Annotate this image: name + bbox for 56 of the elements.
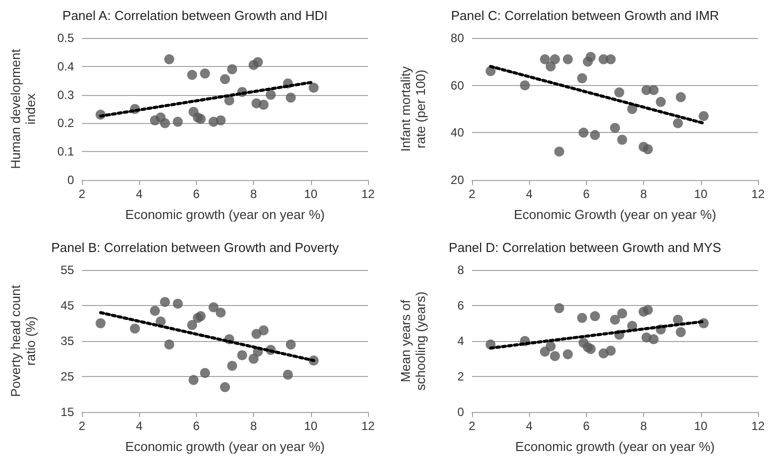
y-tick-label: 8 — [457, 263, 464, 277]
x-tick-label: 10 — [304, 187, 318, 201]
y-tick-label: 20 — [450, 173, 464, 187]
x-tick-label: 10 — [694, 419, 708, 433]
x-tick-label: 8 — [640, 419, 648, 433]
x-tick-label: 8 — [250, 187, 258, 201]
x-tick-label: 2 — [78, 187, 86, 201]
y-tick-label: 80 — [450, 31, 464, 45]
x-tick-label: 6 — [583, 419, 590, 433]
y-axis-title: Infant mortality rate (per 100) — [398, 66, 428, 152]
x-tick-label: 2 — [78, 419, 86, 433]
x-axis-title: Economic Growth (year on year %) — [514, 207, 716, 222]
x-tick-label: 8 — [250, 419, 258, 433]
x-tick-label: 4 — [526, 187, 533, 201]
x-tick-label: 4 — [136, 419, 143, 433]
x-axis-title: Economic growth (year on year %) — [125, 207, 325, 222]
y-tick-label: 60 — [450, 78, 464, 92]
chart-title: Panel A: Correlation between Growth and HDI — [62, 8, 328, 23]
chart-title: Panel D: Correlation between Growth and MYS — [448, 240, 722, 255]
x-tick-label: 6 — [193, 419, 200, 433]
x-tick-label: 10 — [694, 187, 708, 201]
x-tick-label: 4 — [526, 419, 533, 433]
x-tick-label: 2 — [468, 419, 476, 433]
y-tick-label: 2 — [457, 370, 464, 384]
x-tick-label: 2 — [468, 187, 476, 201]
x-tick-label: 12 — [361, 187, 375, 201]
x-tick-label: 6 — [583, 187, 590, 201]
y-axis-title: Poverty head count ratio (%) — [8, 284, 38, 398]
y-tick-label: 0 — [457, 405, 464, 419]
y-tick-label: 40 — [450, 126, 464, 140]
x-tick-label: 6 — [193, 187, 200, 201]
y-tick-label: 0.5 — [57, 31, 74, 45]
x-axis-title: Economic growth (year on year %) — [125, 439, 325, 454]
chart-title: Panel B: Correlation between Growth and Poverty — [51, 240, 340, 255]
y-tick-label: 0 — [67, 173, 74, 187]
y-axis-title: Human development index — [8, 48, 38, 169]
y-axis-title: Mean years of schooling (years) — [398, 292, 428, 390]
x-tick-label: 12 — [751, 419, 765, 433]
x-tick-label: 4 — [136, 187, 143, 201]
y-tick-label: 55 — [60, 263, 74, 277]
x-tick-label: 12 — [361, 419, 375, 433]
y-tick-label: 15 — [60, 405, 74, 419]
y-tick-label: 25 — [60, 370, 74, 384]
y-tick-label: 0.2 — [57, 116, 74, 130]
x-tick-label: 12 — [751, 187, 765, 201]
y-tick-label: 0.3 — [57, 88, 74, 102]
x-tick-label: 10 — [304, 419, 318, 433]
y-tick-label: 35 — [60, 334, 74, 348]
x-tick-label: 8 — [640, 187, 648, 201]
y-tick-label: 6 — [457, 298, 464, 312]
y-tick-label: 0.4 — [57, 59, 74, 74]
chart-title: Panel C: Correlation between Growth and IMR — [450, 8, 720, 23]
y-tick-label: 4 — [457, 334, 464, 348]
x-axis-title: Economic growth (year on year %) — [515, 439, 715, 454]
y-tick-label: 0.1 — [57, 144, 74, 159]
y-tick-label: 45 — [60, 298, 74, 312]
